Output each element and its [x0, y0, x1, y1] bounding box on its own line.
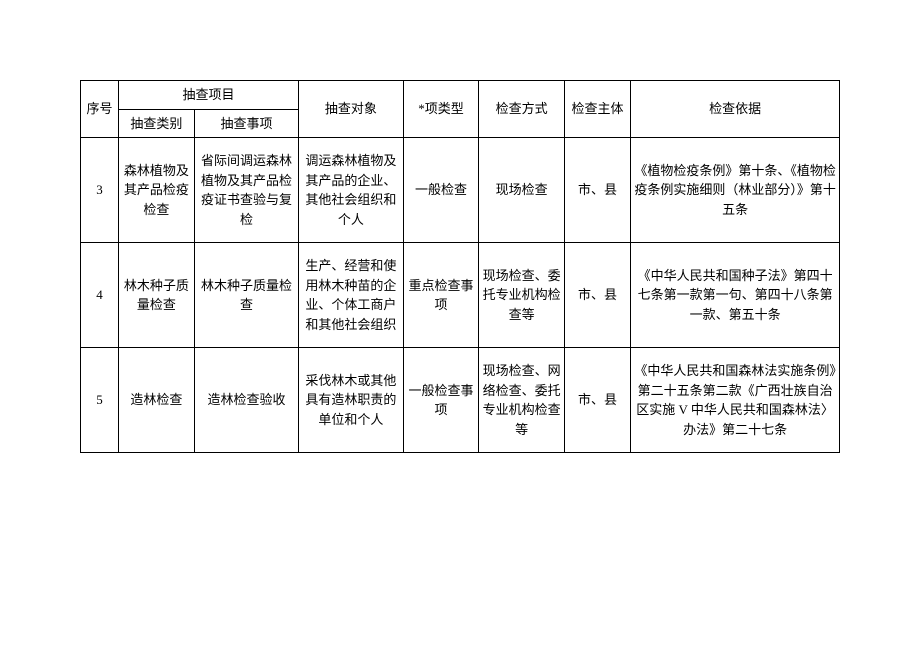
header-category: 抽查类别 [118, 109, 194, 138]
table-body: 3 森林植物及其产品检疫检查 省际间调运森林植物及其产品检疫证书查验与复检 调运… [81, 138, 840, 453]
table-row: 5 造林检查 造林检查验收 采伐林木或其他具有造林职责的单位和个人 一般检查事项… [81, 348, 840, 453]
inspection-table: 序号 抽查项目 抽查对象 *项类型 检查方式 检查主体 检查依据 抽查类别 抽查… [80, 80, 840, 453]
cell-object: 采伐林木或其他具有造林职责的单位和个人 [299, 348, 403, 453]
cell-basis: 《中华人民共和国种子法》第四十七条第一款第一句、第四十八条第一款、第五十条 [631, 243, 840, 348]
cell-seq: 3 [81, 138, 119, 243]
table-row: 4 林木种子质量检查 林木种子质量检查 生产、经营和使用林木种苗的企业、个体工商… [81, 243, 840, 348]
header-object: 抽查对象 [299, 81, 403, 138]
cell-method: 现场检查、网络检查、委托专业机构检查等 [479, 348, 564, 453]
cell-category: 林木种子质量检查 [118, 243, 194, 348]
cell-type: 一般检查事项 [403, 348, 479, 453]
cell-basis: 《植物检疫条例》第十条、《植物检疫条例实施细则（林业部分）》第十五条 [631, 138, 840, 243]
cell-category: 森林植物及其产品检疫检查 [118, 138, 194, 243]
cell-basis: 《中华人民共和国森林法实施条例》第二十五条第二款《广西壮族自治区实施 V 中华人… [631, 348, 840, 453]
cell-object: 调运森林植物及其产品的企业、其他社会组织和个人 [299, 138, 403, 243]
cell-seq: 5 [81, 348, 119, 453]
cell-method: 现场检查 [479, 138, 564, 243]
header-project-group: 抽查项目 [118, 81, 298, 110]
cell-type: 一般检查 [403, 138, 479, 243]
header-basis: 检查依据 [631, 81, 840, 138]
header-item: 抽查事项 [194, 109, 298, 138]
header-subject: 检查主体 [564, 81, 630, 138]
cell-object: 生产、经营和使用林木种苗的企业、个体工商户和其他社会组织 [299, 243, 403, 348]
cell-type: 重点检查事项 [403, 243, 479, 348]
header-method: 检查方式 [479, 81, 564, 138]
header-type: *项类型 [403, 81, 479, 138]
cell-item: 林木种子质量检查 [194, 243, 298, 348]
cell-seq: 4 [81, 243, 119, 348]
cell-subject: 市、县 [564, 243, 630, 348]
header-seq: 序号 [81, 81, 119, 138]
cell-category: 造林检查 [118, 348, 194, 453]
cell-subject: 市、县 [564, 348, 630, 453]
cell-subject: 市、县 [564, 138, 630, 243]
cell-item: 造林检查验收 [194, 348, 298, 453]
cell-item: 省际间调运森林植物及其产品检疫证书查验与复检 [194, 138, 298, 243]
table-row: 3 森林植物及其产品检疫检查 省际间调运森林植物及其产品检疫证书查验与复检 调运… [81, 138, 840, 243]
cell-method: 现场检查、委托专业机构检查等 [479, 243, 564, 348]
